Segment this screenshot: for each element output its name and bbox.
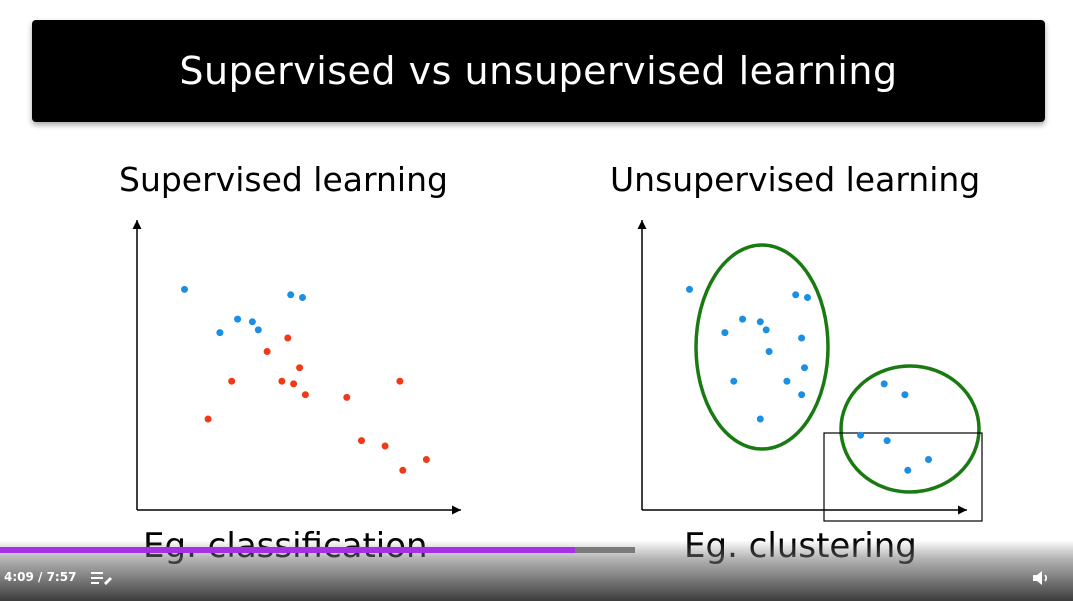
playlist-icon[interactable]: [91, 570, 113, 589]
data-point: [730, 377, 738, 385]
data-point: [925, 456, 932, 463]
data-point: [765, 348, 773, 355]
right-panel-title: Unsupervised learning: [610, 160, 981, 199]
playback-time: 4:09 / 7:57: [4, 570, 77, 584]
data-point: [762, 326, 770, 334]
data-point: [204, 415, 212, 423]
data-point: [783, 377, 791, 385]
data-point: [901, 391, 909, 399]
data-point: [278, 377, 286, 385]
slide-title: Supervised vs unsupervised learning: [179, 49, 898, 93]
volume-icon[interactable]: [1032, 570, 1052, 589]
data-point: [343, 393, 351, 401]
data-point: [216, 329, 224, 337]
data-point: [290, 380, 298, 388]
data-point: [254, 326, 262, 334]
data-point: [798, 334, 806, 342]
left-plot-points: [181, 285, 430, 474]
data-point: [181, 285, 188, 293]
data-point: [756, 318, 764, 326]
data-point: [296, 364, 304, 372]
data-point: [792, 291, 800, 299]
data-point: [904, 466, 912, 474]
data-point: [287, 291, 295, 299]
data-point: [396, 377, 404, 385]
data-point: [228, 377, 236, 385]
data-point: [248, 318, 256, 326]
data-point: [804, 294, 811, 301]
data-point: [284, 334, 292, 342]
cluster-1-outline: [694, 243, 830, 451]
data-point: [801, 364, 808, 372]
data-point: [381, 442, 389, 450]
cluster-2-outline: [839, 364, 981, 494]
data-point: [756, 415, 764, 423]
data-point: [263, 348, 271, 355]
data-point: [358, 437, 365, 445]
right-plot-points: [686, 285, 932, 474]
data-point: [739, 315, 747, 323]
selection-rectangle: [823, 432, 983, 522]
data-point: [686, 285, 693, 293]
data-point: [880, 380, 888, 388]
data-point: [857, 431, 865, 439]
data-point: [301, 391, 309, 399]
data-point: [399, 466, 407, 474]
slide-title-bar: Supervised vs unsupervised learning: [32, 20, 1045, 122]
data-point: [234, 315, 242, 323]
progress-bar[interactable]: [0, 547, 635, 553]
data-point: [422, 456, 430, 463]
data-point: [798, 391, 806, 399]
data-point: [883, 437, 891, 445]
data-point: [299, 294, 306, 301]
data-point: [721, 329, 729, 337]
left-panel-title: Supervised learning: [119, 160, 448, 199]
progress-bar-fill: [0, 547, 575, 553]
